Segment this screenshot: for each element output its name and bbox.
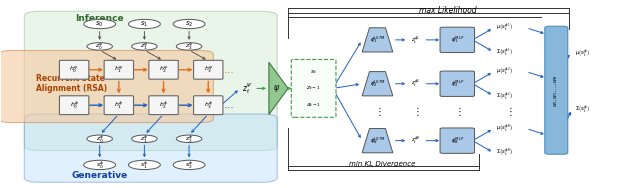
FancyBboxPatch shape — [0, 51, 213, 123]
Circle shape — [87, 43, 113, 50]
Polygon shape — [269, 62, 288, 114]
Text: Generative: Generative — [72, 171, 128, 180]
Text: Inference: Inference — [76, 14, 124, 23]
Text: $z_1^{\phi}$: $z_1^{\phi}$ — [140, 133, 148, 145]
Polygon shape — [362, 28, 393, 52]
Text: $z_0^{\psi}$: $z_0^{\psi}$ — [95, 41, 104, 52]
Text: $s_2^{\phi}$: $s_2^{\phi}$ — [185, 159, 193, 171]
Text: ...: ... — [224, 100, 235, 110]
Text: $\phi_{1}^{MLP}$: $\phi_{1}^{MLP}$ — [451, 34, 464, 45]
Text: $s_1$: $s_1$ — [140, 19, 148, 29]
Text: $\phi_{B}^{LSTM}$: $\phi_{B}^{LSTM}$ — [370, 135, 385, 146]
Text: $s_1^{\phi}$: $s_1^{\phi}$ — [140, 159, 148, 171]
Text: ...: ... — [224, 65, 235, 75]
Text: $s_0^{\phi}$: $s_0^{\phi}$ — [95, 159, 104, 171]
Circle shape — [132, 43, 157, 50]
Text: $s_2$: $s_2$ — [185, 19, 193, 29]
Text: min KL Divergence: min KL Divergence — [349, 161, 415, 167]
FancyBboxPatch shape — [24, 114, 277, 182]
Circle shape — [84, 160, 116, 170]
Circle shape — [87, 135, 113, 143]
Text: $h_0^{\psi}$: $h_0^{\psi}$ — [70, 64, 79, 75]
FancyBboxPatch shape — [193, 60, 223, 79]
Text: $\mu\left(s_t^{\phi}\right)$: $\mu\left(s_t^{\phi}\right)$ — [575, 47, 591, 59]
Text: Recurrent State
Alignment (RSA): Recurrent State Alignment (RSA) — [36, 74, 107, 93]
Text: $\Sigma\left(s_t^{\phi_2}\right)$: $\Sigma\left(s_t^{\phi_2}\right)$ — [495, 90, 513, 102]
Text: $h_0^{\phi}$: $h_0^{\phi}$ — [70, 99, 79, 111]
Text: $\phi_{1}^{LSTM}$: $\phi_{1}^{LSTM}$ — [370, 34, 385, 45]
Text: $\phi_{B}^{MLP}$: $\phi_{B}^{MLP}$ — [451, 135, 464, 146]
Text: $h_2^{\psi}$: $h_2^{\psi}$ — [159, 64, 168, 75]
Text: $\psi$: $\psi$ — [273, 83, 280, 94]
Text: $\mu\left(s_t^{\phi_1}\right)$: $\mu\left(s_t^{\phi_1}\right)$ — [495, 22, 513, 33]
FancyBboxPatch shape — [193, 96, 223, 115]
FancyBboxPatch shape — [60, 96, 89, 115]
Circle shape — [173, 160, 205, 170]
Text: $\mu\left(s_t^{\phi_2}\right)$: $\mu\left(s_t^{\phi_2}\right)$ — [495, 66, 513, 77]
Text: $w_1,w_2,\ldots,w_B$: $w_1,w_2,\ldots,w_B$ — [552, 74, 560, 107]
FancyBboxPatch shape — [149, 60, 178, 79]
Text: $z_t^{\phi_2}$: $z_t^{\phi_2}$ — [412, 78, 420, 89]
Polygon shape — [362, 72, 393, 96]
Text: $h_1^{\phi}$: $h_1^{\phi}$ — [115, 99, 124, 111]
Text: $\phi_{2}^{MLP}$: $\phi_{2}^{MLP}$ — [451, 78, 464, 89]
Text: $z_2^{\phi}$: $z_2^{\phi}$ — [185, 133, 193, 145]
Text: $\Sigma\left(s_t^{\phi}\right)$: $\Sigma\left(s_t^{\phi}\right)$ — [575, 103, 591, 115]
Circle shape — [173, 19, 205, 29]
Circle shape — [129, 19, 161, 29]
Text: $a_{t-1}$: $a_{t-1}$ — [306, 101, 321, 109]
Text: $\vdots$: $\vdots$ — [412, 105, 419, 118]
FancyBboxPatch shape — [440, 27, 474, 53]
FancyBboxPatch shape — [104, 96, 134, 115]
Text: $\Sigma\left(s_t^{\phi_1}\right)$: $\Sigma\left(s_t^{\phi_1}\right)$ — [495, 46, 513, 58]
Text: max Likelihood: max Likelihood — [419, 6, 477, 15]
FancyBboxPatch shape — [291, 59, 336, 117]
Text: $h_3^{\phi}$: $h_3^{\phi}$ — [204, 99, 212, 111]
Circle shape — [129, 160, 161, 170]
Text: $h_2^{\phi}$: $h_2^{\phi}$ — [159, 99, 168, 111]
FancyBboxPatch shape — [24, 11, 277, 151]
FancyBboxPatch shape — [545, 26, 568, 154]
Circle shape — [176, 43, 202, 50]
FancyBboxPatch shape — [104, 60, 134, 79]
Text: $h_3^{\psi}$: $h_3^{\psi}$ — [204, 64, 213, 75]
Text: $z_t^{\psi}$: $z_t^{\psi}$ — [241, 81, 252, 96]
Text: $z_t^{\phi_B}$: $z_t^{\phi_B}$ — [411, 135, 420, 146]
Text: $h_1^{\psi}$: $h_1^{\psi}$ — [114, 64, 124, 75]
Text: $s_t$: $s_t$ — [310, 68, 317, 76]
Text: $z_2^{\psi}$: $z_2^{\psi}$ — [185, 41, 193, 52]
Text: $\vdots$: $\vdots$ — [505, 105, 512, 118]
Text: $z_1^{\psi}$: $z_1^{\psi}$ — [140, 41, 148, 52]
FancyBboxPatch shape — [440, 71, 474, 96]
Text: $\Sigma\left(s_t^{\phi_B}\right)$: $\Sigma\left(s_t^{\phi_B}\right)$ — [495, 147, 513, 158]
FancyBboxPatch shape — [60, 60, 89, 79]
Polygon shape — [362, 129, 393, 153]
Text: $\mu\left(s_t^{\phi_B}\right)$: $\mu\left(s_t^{\phi_B}\right)$ — [495, 123, 513, 134]
Text: $\vdots$: $\vdots$ — [374, 105, 381, 118]
Text: $z_t^{\phi_1}$: $z_t^{\phi_1}$ — [412, 34, 420, 45]
Circle shape — [176, 135, 202, 143]
Text: $s_0$: $s_0$ — [95, 19, 104, 29]
Text: $\vdots$: $\vdots$ — [454, 105, 461, 118]
FancyBboxPatch shape — [149, 96, 178, 115]
Circle shape — [84, 19, 116, 29]
FancyBboxPatch shape — [440, 128, 474, 153]
Text: $z_{t-1}$: $z_{t-1}$ — [306, 84, 321, 92]
Circle shape — [132, 135, 157, 143]
Text: $z_0^{\phi}$: $z_0^{\phi}$ — [95, 133, 104, 145]
Text: $\phi_{2}^{LSTM}$: $\phi_{2}^{LSTM}$ — [370, 78, 385, 89]
